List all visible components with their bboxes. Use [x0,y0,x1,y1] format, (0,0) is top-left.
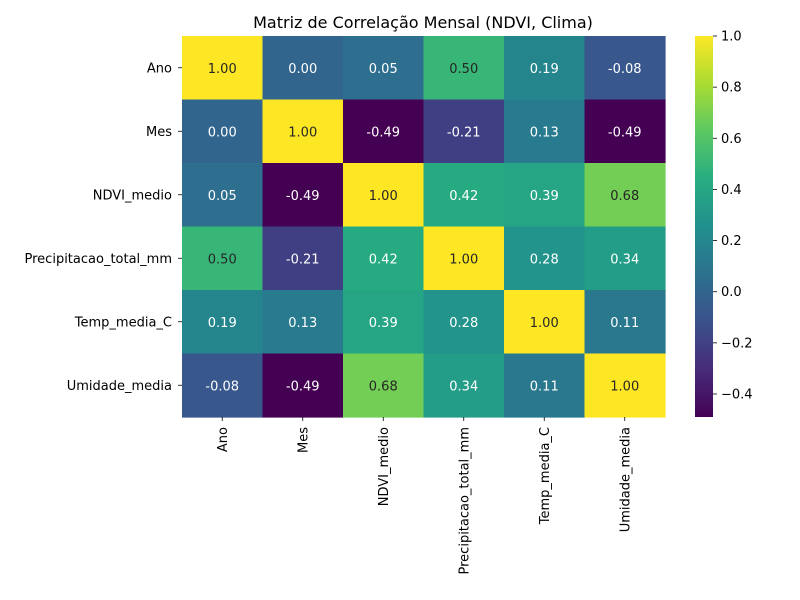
heatmap-cell [182,36,264,101]
cell-value-label: 0.19 [530,62,559,77]
cell-value-label: 0.34 [610,252,639,267]
heatmap-cell [504,290,586,355]
heatmap-cell [262,99,344,164]
column-labels: Ano Mes NDVI_medio Precipitacao_total_mm Tem… [216,417,633,574]
heatmap-cell [182,290,264,355]
colorbar-tick-label: 0.8 [721,81,742,96]
colorbar-tick-label: 1.0 [721,30,742,45]
cell-value-label: 1.00 [369,189,398,204]
row-label: Temp_media_C [74,315,172,330]
heatmap-cell [504,99,586,164]
heatmap-cell [182,226,264,291]
cell-value-label: 0.13 [288,316,317,331]
cell-value-label: 0.13 [530,125,559,140]
row-label: Mes [146,125,172,140]
cell-value-label: 0.39 [530,189,559,204]
heatmap-cell [262,36,344,101]
heatmap-cell [423,226,505,291]
colorbar-tick-label: 0.4 [721,183,742,198]
row-labels: Ano Mes NDVI_medio Precipitacao_total_mm Tem… [25,61,182,394]
cell-value-label: -0.21 [286,252,320,267]
heatmap-cell [584,163,666,228]
column-label: Temp_media_C [538,427,553,525]
column-label: Umidade_media [618,427,633,532]
cell-value-label: -0.21 [447,125,481,140]
heatmap-cell [182,163,264,228]
heatmap-cell [343,99,425,164]
heatmap-cell [584,290,666,355]
cell-value-label: 0.19 [208,316,237,331]
cell-value-label: 0.11 [610,316,639,331]
heatmap-cell [584,226,666,291]
colorbar [695,36,713,417]
cell-value-label: 0.28 [530,252,559,267]
heatmap-cell [262,290,344,355]
heatmap-cell [504,226,586,291]
cell-value-label: 0.42 [369,252,398,267]
heatmap-cell [584,353,666,418]
column-label: Precipitacao_total_mm [457,427,472,574]
cell-value-label: -0.49 [286,379,320,394]
cell-value-label: 0.34 [449,379,478,394]
heatmap-cell [423,163,505,228]
chart-title: Matriz de Correlação Mensal (NDVI, Clima… [253,13,593,32]
cell-value-label: 0.68 [610,189,639,204]
heatmap-cell [262,226,344,291]
cell-value-label: 1.00 [449,252,478,267]
row-label: Umidade_media [67,379,172,394]
heatmap-cell [504,163,586,228]
cell-value-label: -0.08 [205,379,239,394]
cell-value-label: -0.49 [286,189,320,204]
cell-value-label: 0.11 [530,379,559,394]
cell-value-label: -0.49 [608,125,642,140]
heatmap-cell [423,36,505,101]
colorbar-tick-label: 0.6 [721,132,742,147]
heatmap-cell [262,163,344,228]
heatmap-cell [423,353,505,418]
cell-value-label: -0.49 [366,125,400,140]
heatmap-cell [343,353,425,418]
heatmap-cell [343,226,425,291]
heatmap-cell [504,36,586,101]
cell-value-label: -0.08 [608,62,642,77]
cell-value-label: 0.28 [449,316,478,331]
cell-value-label: 1.00 [288,125,317,140]
cell-value-label: 0.42 [449,189,478,204]
heatmap-cell [584,99,666,164]
cell-value-label: 0.68 [369,379,398,394]
cell-value-label: 0.05 [369,62,398,77]
heatmap-cell [423,99,505,164]
cell-value-label: 0.00 [288,62,317,77]
column-label: Ano [216,427,231,452]
cell-value-label: 0.39 [369,316,398,331]
column-label: NDVI_medio [377,427,392,506]
heatmap-cell [343,163,425,228]
heatmap-cells: 1.00 0.00 0.05 0.50 0.19 -0.08 0.00 1.00 -0.49 -0… [182,36,666,418]
heatmap-cell [584,36,666,101]
column-label: Mes [296,427,311,453]
colorbar-ticks: −0.4 −0.2 0.0 0.2 0.4 0.6 0.8 1.0 [713,30,753,402]
row-label: NDVI_medio [93,188,172,203]
cell-value-label: 1.00 [208,62,237,77]
heatmap-cell [182,99,264,164]
row-label: Ano [147,61,172,76]
heatmap-cell [423,290,505,355]
cell-value-label: 1.00 [610,379,639,394]
colorbar-tick-label: 0.2 [721,234,742,249]
row-label: Precipitacao_total_mm [25,252,172,267]
heatmap-cell [504,353,586,418]
cell-value-label: 0.50 [449,62,478,77]
cell-value-label: 0.50 [208,252,237,267]
colorbar-tick-label: −0.4 [721,387,753,402]
heatmap-cell [182,353,264,418]
heatmap-cell [262,353,344,418]
cell-value-label: 0.00 [208,125,237,140]
cell-value-label: 1.00 [530,316,559,331]
heatmap-cell [343,290,425,355]
colorbar-tick-label: −0.2 [721,336,753,351]
colorbar-tick-label: 0.0 [721,285,742,300]
cell-value-label: 0.05 [208,189,237,204]
heatmap-cell [343,36,425,101]
